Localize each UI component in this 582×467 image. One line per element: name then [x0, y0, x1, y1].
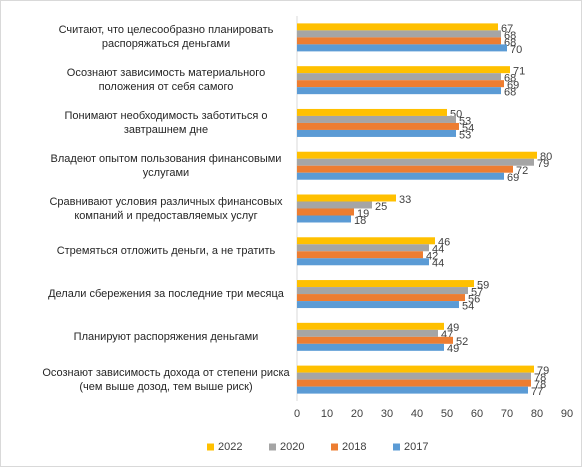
- bar: [297, 122, 459, 130]
- value-label: 56: [468, 293, 480, 305]
- x-tick-label: 0: [294, 408, 300, 420]
- bar: [297, 379, 531, 387]
- value-label: 54: [462, 300, 474, 312]
- x-tick-label: 60: [471, 408, 483, 420]
- bar: [297, 215, 351, 223]
- category-label: Осознают зависимость материального полож…: [66, 67, 266, 94]
- value-label: 59: [477, 279, 489, 291]
- value-label: 80: [540, 151, 552, 163]
- bar: [297, 129, 456, 137]
- value-label: 79: [537, 158, 549, 170]
- legend-swatch: [331, 443, 338, 451]
- bar: [297, 251, 423, 259]
- value-label: 67: [501, 23, 513, 35]
- bar: [297, 201, 372, 209]
- value-label: 71: [513, 66, 525, 78]
- value-label: 49: [447, 322, 459, 334]
- category-label: Понимают необходимость заботиться о завт…: [64, 109, 268, 136]
- bar: [297, 194, 396, 202]
- bar: [297, 294, 465, 302]
- bar: [297, 44, 507, 52]
- value-label: 53: [459, 115, 471, 127]
- legend-label: 2020: [280, 441, 304, 453]
- value-label: 54: [462, 122, 474, 134]
- bar: [297, 208, 354, 216]
- legend-swatch: [269, 443, 276, 451]
- value-label: 68: [504, 37, 516, 49]
- bar: [297, 372, 531, 380]
- bar: [297, 115, 456, 123]
- bar: [297, 322, 444, 330]
- value-label: 57: [471, 286, 483, 298]
- value-label: 33: [399, 194, 411, 206]
- value-label: 68: [504, 30, 516, 42]
- value-label: 79: [537, 365, 549, 377]
- value-label: 52: [456, 336, 468, 348]
- bar: [297, 37, 501, 45]
- x-tick-label: 10: [321, 408, 333, 420]
- legend-label: 2018: [342, 441, 366, 453]
- category-label: Считают, что целесообразно планировать р…: [58, 24, 274, 51]
- value-label: 44: [432, 258, 444, 270]
- category-label: Владеют опытом пользования финансовыми у…: [50, 152, 282, 179]
- value-label: 78: [534, 372, 546, 384]
- bar: [297, 343, 444, 351]
- bar: [297, 301, 459, 309]
- bar: [297, 287, 468, 295]
- bar: [297, 23, 498, 31]
- legend-swatch: [393, 443, 400, 451]
- legend-label: 2017: [404, 441, 428, 453]
- value-label: 44: [432, 244, 444, 256]
- bar: [297, 244, 429, 252]
- value-label: 25: [375, 201, 387, 213]
- value-label: 68: [504, 87, 516, 99]
- category-label: Делали сбережения за последние три месяц…: [48, 288, 284, 301]
- bar: [297, 329, 438, 337]
- bar: [297, 165, 513, 173]
- bar: [297, 151, 537, 159]
- value-label: 49: [447, 343, 459, 355]
- bar: [297, 158, 534, 166]
- x-tick-label: 40: [411, 408, 423, 420]
- bar: [297, 73, 501, 81]
- bar: [297, 87, 501, 95]
- value-label: 69: [507, 172, 519, 184]
- x-tick-label: 30: [381, 408, 393, 420]
- value-label: 72: [516, 165, 528, 177]
- category-label: Осознают зависимость дохода от степени р…: [42, 366, 290, 393]
- bar: [297, 66, 510, 74]
- value-label: 69: [507, 80, 519, 92]
- x-tick-label: 50: [441, 408, 453, 420]
- bar: [297, 172, 504, 180]
- bar: [297, 237, 435, 245]
- bar: [297, 280, 474, 288]
- category-label: Планируют распоряжения деньгами: [73, 330, 259, 343]
- bar: [297, 108, 447, 116]
- value-label: 77: [531, 386, 543, 398]
- bar: [297, 365, 534, 373]
- bar: [297, 386, 528, 394]
- value-label: 70: [510, 44, 522, 56]
- value-label: 18: [354, 215, 366, 227]
- x-tick-label: 70: [501, 408, 513, 420]
- value-label: 68: [504, 73, 516, 85]
- value-label: 42: [426, 251, 438, 263]
- category-label: Стремяться отложить деньги, а не тратить: [56, 245, 276, 258]
- legend-label: 2022: [218, 441, 242, 453]
- bar: [297, 80, 504, 88]
- value-label: 78: [534, 379, 546, 391]
- bar: [297, 336, 453, 344]
- x-tick-label: 80: [531, 408, 543, 420]
- value-label: 53: [459, 129, 471, 141]
- category-label: Сравнивают условия различных финансовых …: [49, 195, 283, 222]
- value-label: 46: [438, 237, 450, 249]
- legend-swatch: [207, 443, 214, 451]
- bar: [297, 258, 429, 266]
- bar: [297, 30, 501, 38]
- value-label: 19: [357, 208, 369, 220]
- x-tick-label: 90: [561, 408, 573, 420]
- x-tick-label: 20: [351, 408, 363, 420]
